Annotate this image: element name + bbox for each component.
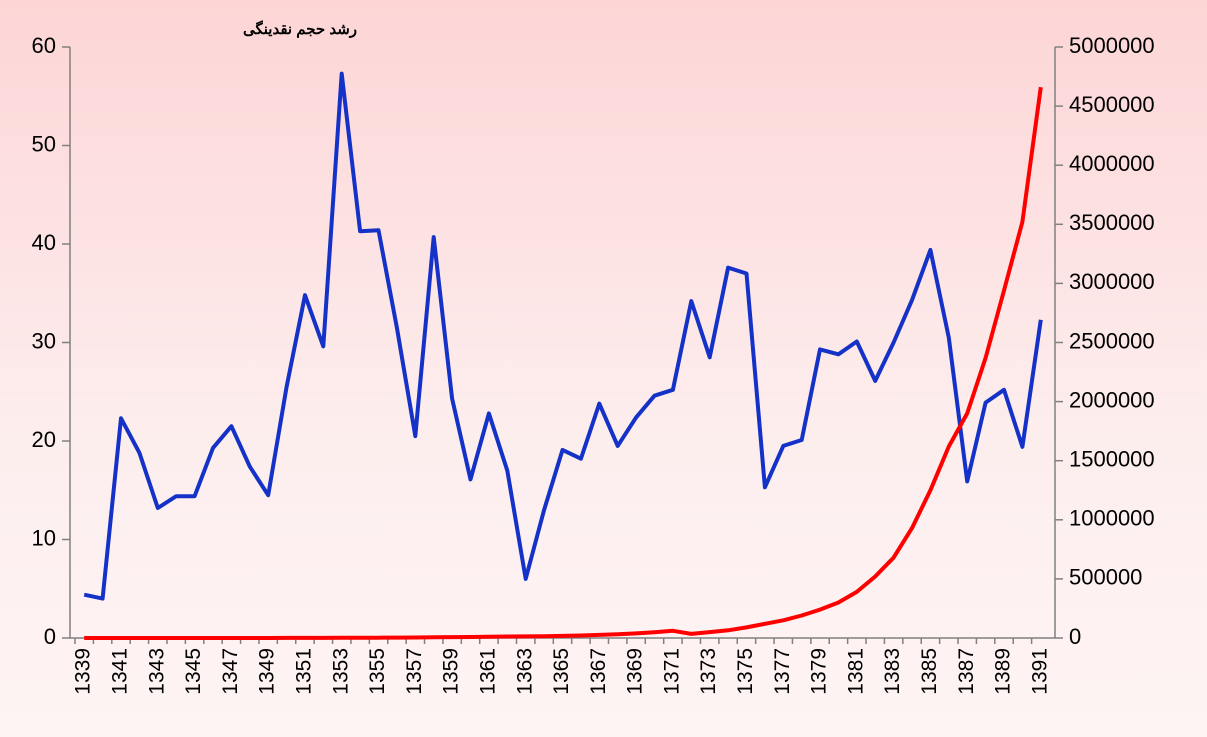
x-tick-label: 1371 xyxy=(660,648,683,695)
x-tick-label: 1341 xyxy=(109,648,132,695)
y-tick-label: 20 xyxy=(32,427,56,452)
y2-tick-label: 5000000 xyxy=(1069,33,1155,58)
x-tick-label: 1349 xyxy=(256,648,279,695)
x-tick-label: 1375 xyxy=(734,648,757,695)
x-tick-label: 1377 xyxy=(771,648,794,695)
y-tick-label: 0 xyxy=(44,624,56,649)
x-tick-label: 1365 xyxy=(550,648,573,695)
x-tick-label: 1389 xyxy=(992,648,1015,695)
x-tick-label: 1353 xyxy=(329,648,352,695)
y-tick-label: 60 xyxy=(32,33,56,58)
y2-tick-label: 4000000 xyxy=(1069,151,1155,176)
y2-tick-label: 3500000 xyxy=(1069,210,1155,235)
y2-tick-label: 1500000 xyxy=(1069,447,1155,472)
y2-tick-label: 1000000 xyxy=(1069,506,1155,531)
x-tick-label: 1383 xyxy=(881,648,904,695)
y-tick-label: 30 xyxy=(32,328,56,353)
y2-tick-label: 0 xyxy=(1069,624,1081,649)
x-tick-label: 1361 xyxy=(476,648,499,695)
y2-tick-label: 500000 xyxy=(1069,565,1142,590)
x-tick-label: 1387 xyxy=(955,648,978,695)
series-line xyxy=(84,86,1043,640)
x-tick-label: 1363 xyxy=(513,648,536,695)
x-tick-label: 1355 xyxy=(366,648,389,695)
x-tick-label: 1385 xyxy=(918,648,941,695)
x-tick-label: 1351 xyxy=(292,648,315,695)
y-tick-label: 50 xyxy=(32,131,56,156)
x-tick-label: 1359 xyxy=(440,648,463,695)
x-tick-label: 1357 xyxy=(403,648,426,695)
y2-tick-label: 2000000 xyxy=(1069,387,1155,412)
y-tick-label: 40 xyxy=(32,230,56,255)
x-tick-label: 1369 xyxy=(624,648,647,695)
x-tick-label: 1343 xyxy=(145,648,168,695)
x-tick-label: 1339 xyxy=(72,648,95,695)
series-line xyxy=(83,71,1043,601)
chart-title: رشد حجم نقدینگی xyxy=(243,20,357,38)
x-tick-label: 1347 xyxy=(219,648,242,695)
y2-tick-label: 2500000 xyxy=(1069,328,1155,353)
y2-tick-label: 4500000 xyxy=(1069,92,1155,117)
y-tick-label: 10 xyxy=(32,525,56,550)
x-tick-label: 1373 xyxy=(697,648,720,695)
x-tick-label: 1367 xyxy=(587,648,610,695)
x-tick-label: 1345 xyxy=(182,648,205,695)
x-tick-label: 1391 xyxy=(1028,648,1051,695)
y2-tick-label: 3000000 xyxy=(1069,269,1155,294)
x-tick-label: 1379 xyxy=(808,648,831,695)
x-tick-label: 1381 xyxy=(844,648,867,695)
